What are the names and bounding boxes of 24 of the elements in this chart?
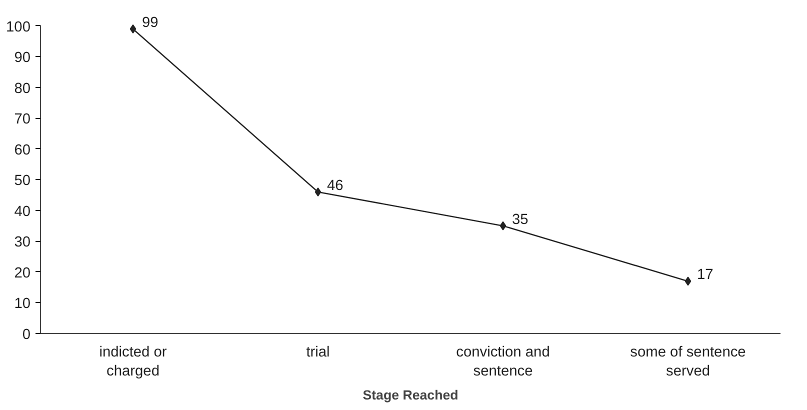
data-label: 17 [697, 267, 714, 284]
y-tick-label: 20 [14, 265, 31, 282]
point [130, 24, 136, 34]
y-tick-label: 70 [14, 112, 31, 128]
x-tick-label: some of sentence served [630, 344, 746, 380]
y-tick-label: 50 [14, 173, 31, 190]
x-tick-label: indicted or charged [99, 344, 167, 380]
y-tick-label: 10 [14, 296, 31, 312]
point [314, 187, 322, 196]
point [500, 221, 506, 230]
y-tick-label: 30 [14, 234, 31, 251]
y-tick-label: 90 [14, 50, 31, 66]
point [684, 276, 692, 286]
y-tick-label: 0 [22, 327, 31, 343]
x-tick-label: conviction and sentence [456, 344, 550, 380]
y-tick-label: 60 [14, 142, 31, 158]
y-tick-label: 100 [6, 19, 31, 36]
data-label: 99 [142, 14, 158, 31]
x-axis-title: Stage Reached [362, 388, 458, 403]
x-tick-label: trial [306, 344, 330, 360]
data-label: 35 [512, 212, 528, 228]
y-tick-label: 40 [14, 204, 31, 220]
y-tick-label: 80 [14, 80, 31, 97]
data-label: 46 [327, 178, 344, 194]
